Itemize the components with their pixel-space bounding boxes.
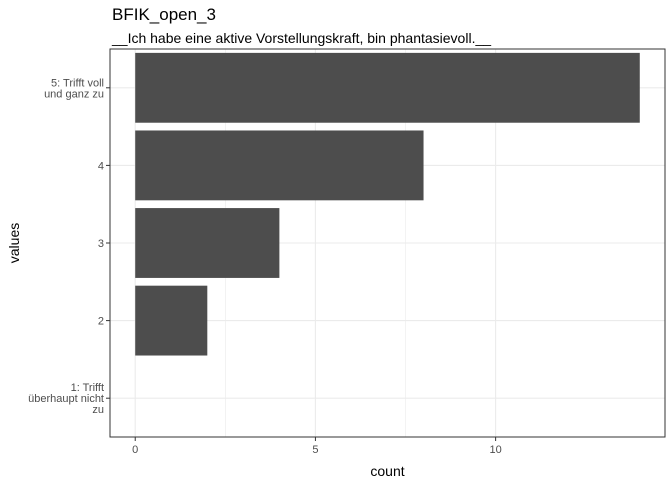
y-tick-label: 3 — [98, 238, 104, 250]
bar — [135, 285, 208, 356]
bar-layer — [135, 52, 640, 356]
x-axis-title: count — [370, 463, 404, 479]
y-axis-title: values — [6, 223, 22, 263]
x-tick-label: 10 — [489, 444, 501, 456]
bar — [135, 208, 280, 278]
bar — [135, 52, 640, 123]
y-tick-label: 4 — [98, 160, 104, 172]
y-tick-label: 2 — [98, 316, 104, 328]
bar — [135, 130, 424, 201]
y-tick-label: 1: Trifft überhaupt nicht zu — [28, 382, 104, 416]
chart-subtitle: __Ich habe eine aktive Vorstellungskraft… — [112, 30, 492, 46]
axis-layer: 0 5 10 1: Trifft überhaupt nicht zu 2 3 4 5: Trif… — [28, 77, 502, 456]
chart-title: BFIK_open_3 — [112, 5, 216, 24]
y-tick-label: 5: Trifft voll und ganz zu — [44, 77, 104, 100]
x-tick-label: 5 — [312, 444, 318, 456]
x-tick-label: 0 — [132, 444, 138, 456]
